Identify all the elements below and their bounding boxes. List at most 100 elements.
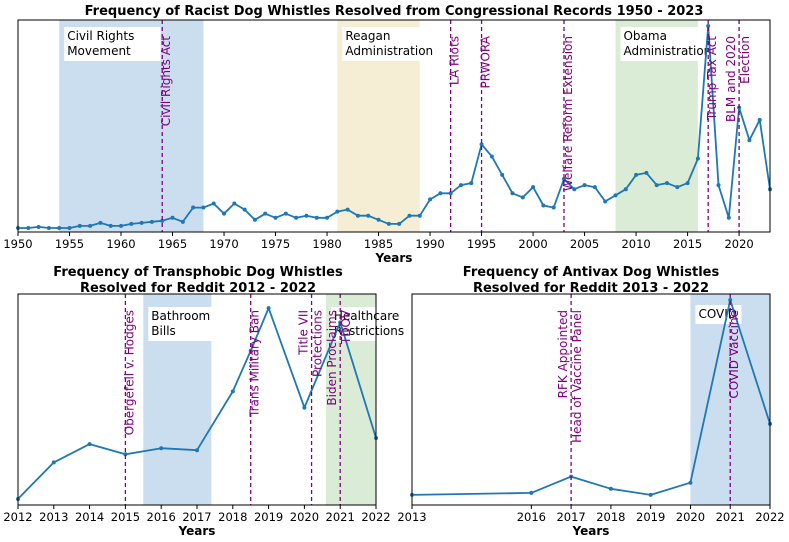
span-label: Administration — [345, 44, 433, 58]
chart-title: Resolved for Reddit 2012 - 2022 — [80, 281, 316, 296]
data-point — [304, 213, 309, 218]
event-label: Election — [738, 36, 752, 84]
data-point — [266, 306, 271, 311]
x-axis-label: Years — [375, 251, 413, 265]
x-tick-label: 2012 — [3, 510, 32, 524]
span-label: Reagan — [345, 29, 390, 43]
data-point — [314, 215, 319, 220]
data-point — [77, 223, 82, 228]
x-tick-label: 2015 — [111, 510, 140, 524]
x-tick-label: 1985 — [364, 237, 393, 251]
span-label: Healthcare — [334, 309, 399, 323]
span-label: Restrictions — [334, 324, 404, 338]
x-axis-label: Years — [178, 524, 216, 538]
data-point — [634, 172, 639, 177]
data-point — [529, 490, 534, 495]
event-label: Trans Military Ban — [248, 310, 262, 418]
data-point — [664, 181, 669, 186]
event-label: LA Riots — [448, 36, 462, 85]
data-point — [201, 205, 206, 210]
span-label: Obama — [623, 29, 666, 43]
data-point — [541, 203, 546, 208]
x-tick-label: 2018 — [596, 510, 625, 524]
data-point — [222, 211, 227, 216]
data-point — [500, 172, 505, 177]
data-point — [180, 219, 185, 224]
series-line — [17, 307, 377, 500]
event-label: Trump Tax Act — [705, 36, 719, 121]
x-tick-label: 1950 — [3, 237, 32, 251]
x-tick-label: 2015 — [673, 237, 702, 251]
data-point — [613, 193, 618, 198]
x-axis-label: Years — [572, 524, 610, 538]
data-point — [195, 448, 199, 453]
x-tick-label: 2022 — [361, 510, 390, 524]
data-point — [51, 460, 56, 465]
data-point — [603, 199, 608, 204]
data-point — [67, 225, 72, 230]
data-point — [36, 224, 41, 229]
data-point — [428, 197, 433, 202]
data-point — [149, 219, 154, 224]
x-tick-label: 2016 — [517, 510, 546, 524]
x-tick-label: 2013 — [397, 510, 426, 524]
data-point — [551, 205, 556, 210]
chart-title: Frequency of Transphobic Dog Whistles — [53, 265, 343, 280]
event-label: Protections — [311, 310, 325, 377]
data-point — [520, 195, 525, 200]
event-label: Biden Proclaims — [325, 310, 339, 406]
data-point — [608, 486, 613, 491]
event-label: COVID Vaccine — [727, 310, 741, 399]
data-point — [438, 191, 443, 196]
data-point — [417, 213, 422, 218]
event-label: Title VII — [297, 310, 311, 356]
event-label: RFK Appointed — [556, 310, 570, 398]
x-tick-label: 1955 — [55, 237, 84, 251]
data-point — [191, 205, 196, 210]
x-tick-label: 2020 — [724, 237, 753, 251]
data-point — [716, 183, 721, 188]
event-label: Head of Vaccine Panel — [570, 310, 584, 443]
data-point — [582, 183, 587, 188]
span-label: Movement — [67, 44, 131, 58]
data-point — [685, 181, 690, 186]
data-point — [26, 225, 31, 230]
data-point — [623, 187, 628, 192]
data-point — [695, 156, 700, 161]
data-point — [489, 154, 494, 159]
data-point — [252, 217, 257, 222]
data-point — [302, 405, 307, 410]
data-point — [510, 191, 515, 196]
span-label: Bathroom — [151, 309, 210, 323]
data-point — [479, 142, 484, 147]
chart-title: Frequency of Racist Dog Whistles Resolve… — [85, 4, 704, 19]
data-point — [688, 480, 693, 485]
x-tick-label: 2014 — [75, 510, 104, 524]
data-point — [397, 221, 402, 226]
data-point — [728, 298, 733, 302]
data-point — [57, 225, 62, 230]
x-tick-label: 2020 — [290, 510, 319, 524]
x-tick-label: 2000 — [518, 237, 547, 251]
data-point — [531, 185, 536, 190]
x-tick-label: 1975 — [261, 237, 290, 251]
data-point — [355, 213, 360, 218]
data-point — [88, 223, 93, 228]
data-point — [747, 138, 752, 143]
chart-title: Frequency of Antivax Dog Whistles — [463, 265, 720, 280]
data-point — [263, 211, 268, 216]
data-point — [572, 187, 577, 192]
event-label: Welfare Reform Extension — [561, 36, 575, 191]
x-tick-label: 2021 — [716, 510, 745, 524]
data-point — [366, 213, 371, 218]
chart-racist: Civil RightsMovementReaganAdministration… — [3, 4, 772, 265]
axes-frame — [17, 19, 771, 233]
data-point — [242, 207, 247, 212]
data-point — [325, 215, 330, 220]
x-tick-label: 2019 — [636, 510, 665, 524]
x-tick-label: 1960 — [106, 237, 135, 251]
data-point — [129, 221, 134, 226]
data-point — [232, 201, 237, 206]
